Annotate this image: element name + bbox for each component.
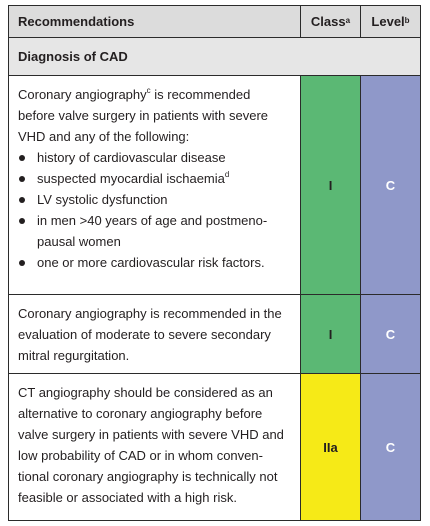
list-item: suspected myocardial ischaemiad xyxy=(18,168,290,189)
recommendation-intro: Coronary angiographyc is recommended bef… xyxy=(18,84,290,147)
level-cell: C xyxy=(361,374,421,521)
recommendation-text: Coronary angiography is recommended in t… xyxy=(8,295,301,374)
list-item-text: history of cardiovascular disease xyxy=(37,150,226,165)
header-class-label: Class xyxy=(310,14,346,29)
list-item: one or more cardiovascular risk factors. xyxy=(18,252,290,273)
header-class: Class a xyxy=(301,5,361,38)
section-title: Diagnosis of CAD xyxy=(8,38,421,76)
table-row: Coronary angiography is recommended in t… xyxy=(8,295,421,374)
header-level: Level b xyxy=(361,5,421,38)
list-item: history of cardiovascular disease xyxy=(18,147,290,168)
list-item-text: in men >40 years of age and postmeno-pau… xyxy=(37,213,268,249)
table-row: CT angiography should be considered as a… xyxy=(8,374,421,521)
level-cell: C xyxy=(361,76,421,295)
list-item-sup: d xyxy=(224,169,230,179)
level-cell: C xyxy=(361,295,421,374)
class-cell: I xyxy=(301,295,361,374)
level-value: C xyxy=(385,439,396,455)
table-row: Coronary angiographyc is recommended bef… xyxy=(8,76,421,295)
recommendation-body: CT angiography should be considered as a… xyxy=(18,385,284,505)
level-value: C xyxy=(385,177,396,193)
section-title-label: Diagnosis of CAD xyxy=(18,49,128,64)
list-item-text: LV systolic dysfunction xyxy=(37,192,168,207)
intro-text-3: before valve surgery in patients with se… xyxy=(18,108,269,144)
bullet-list: history of cardiovascular disease suspec… xyxy=(18,147,290,273)
recommendations-table: Recommendations Class a Level b Diagnosis … xyxy=(8,5,421,521)
level-value: C xyxy=(385,326,396,342)
header-recommendations-label: Recommendations xyxy=(18,14,135,29)
recommendation-text: CT angiography should be considered as a… xyxy=(8,374,301,521)
list-item-text: suspected myocardial ischaemia xyxy=(37,171,225,186)
table-header: Recommendations Class a Level b xyxy=(8,5,421,38)
class-value: I xyxy=(328,326,333,342)
list-item: LV systolic dysfunction xyxy=(18,189,290,210)
class-cell: I xyxy=(301,76,361,295)
class-value: IIa xyxy=(323,439,338,455)
intro-sup: c xyxy=(146,85,151,95)
list-item-text: one or more cardiovascular risk factors. xyxy=(37,255,265,270)
header-level-label: Level xyxy=(371,14,405,29)
header-recommendations: Recommendations xyxy=(8,5,301,38)
class-cell: IIa xyxy=(301,374,361,521)
class-value: I xyxy=(328,177,333,193)
intro-text-2: is recommended xyxy=(150,87,251,102)
recommendation-text: Coronary angiographyc is recommended bef… xyxy=(8,76,301,295)
intro-text: Coronary angiography xyxy=(18,87,147,102)
list-item: in men >40 years of age and postmeno-pau… xyxy=(18,210,290,252)
recommendation-body: Coronary angiography is recommended in t… xyxy=(18,306,282,363)
